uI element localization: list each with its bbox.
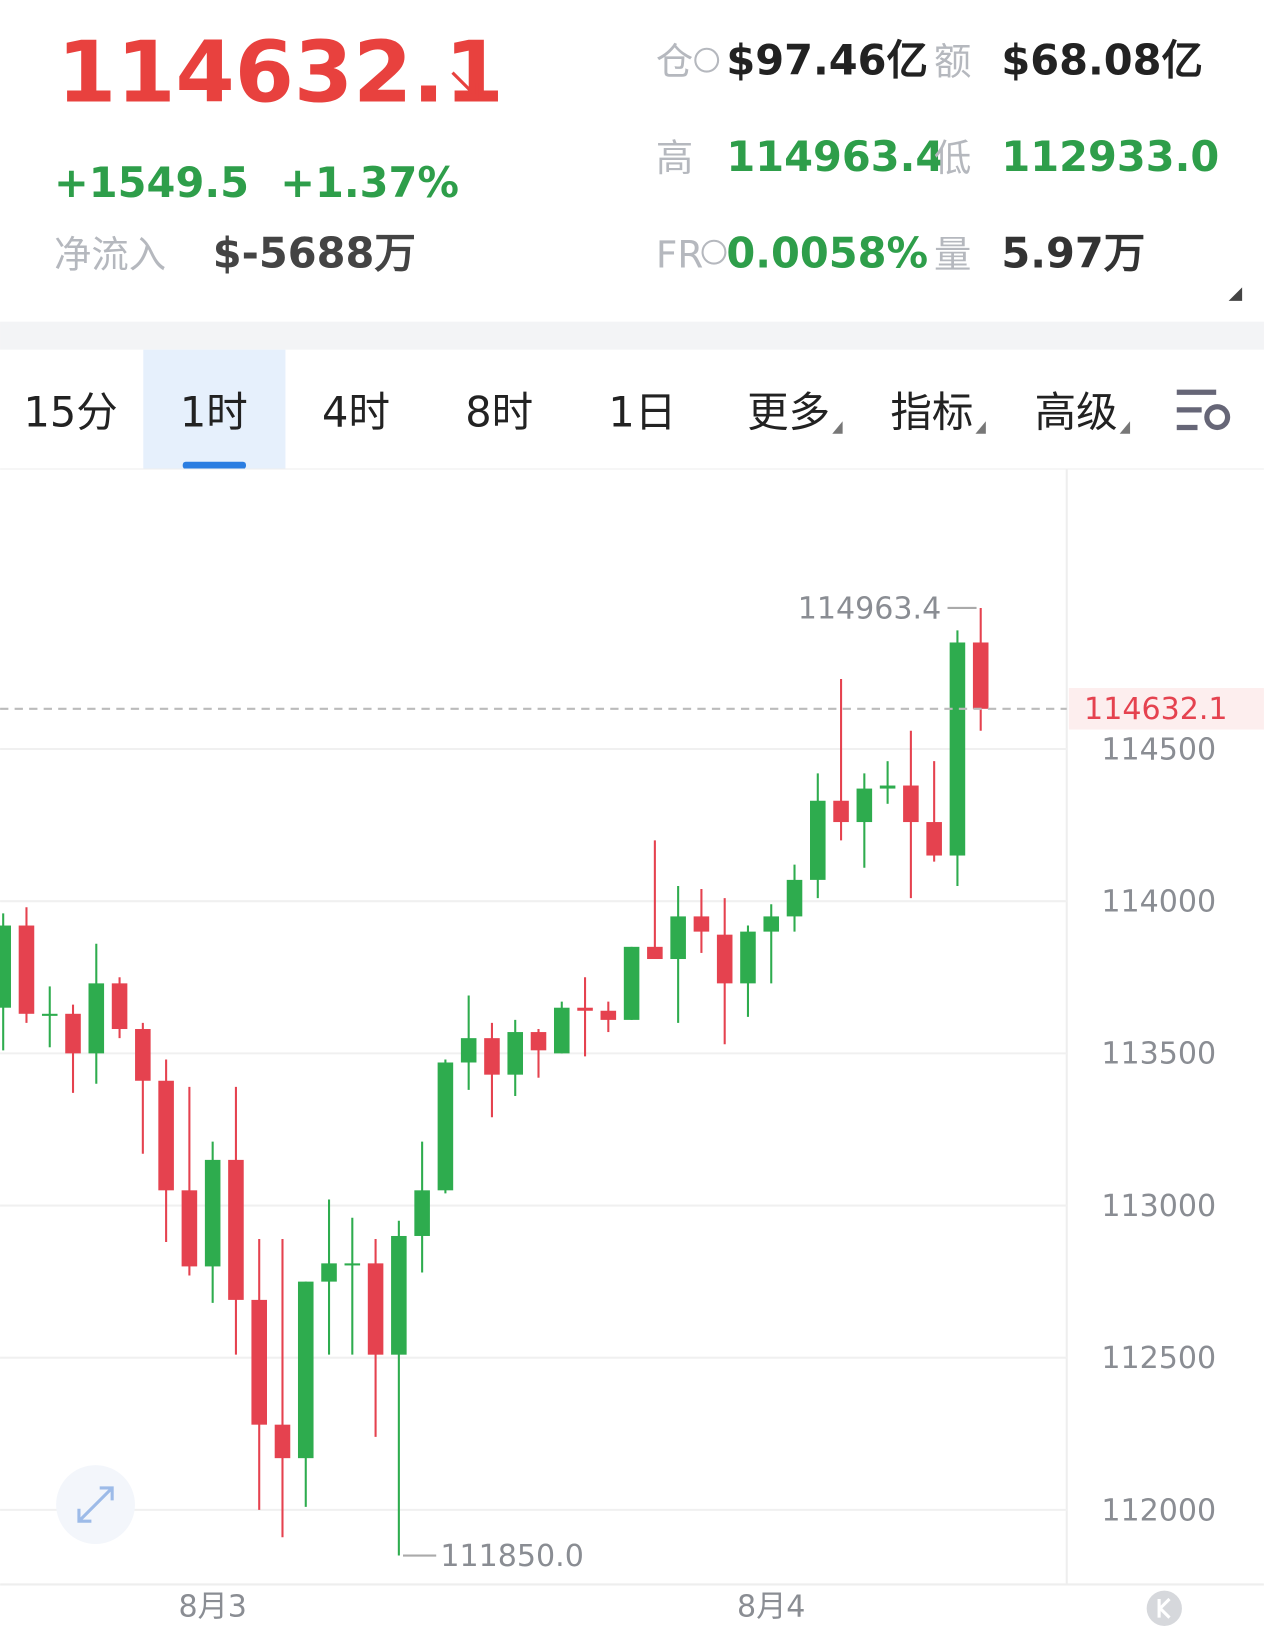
change: +1549.5: [54, 158, 249, 207]
change-pct: +1.37%: [280, 158, 459, 207]
candle-body: [949, 642, 966, 856]
candle-body: [204, 1159, 221, 1267]
low-label: 111850.0: [440, 1539, 584, 1574]
last-price-label: 114632.1: [1084, 692, 1228, 727]
last-price-tag: [1068, 688, 1264, 730]
active-tab-bg: [143, 349, 286, 470]
dropdown-caret: [975, 421, 986, 434]
active-tab-bar: [182, 461, 247, 470]
stat-value: $97.46亿: [726, 36, 928, 85]
candle-body: [158, 1080, 174, 1191]
candle-body: [763, 916, 780, 932]
stats: 仓 $97.46亿额 $68.08亿高 114963.4低 112933.0 FR 0.00…: [656, 36, 1219, 278]
y-tick-label: 112000: [1101, 1493, 1216, 1528]
candle-body: [903, 785, 919, 823]
stat-value: 112933.0: [1001, 132, 1219, 181]
candle-body: [484, 1038, 500, 1075]
down-arrow: [451, 71, 479, 100]
candle-body: [321, 1263, 337, 1282]
stat-label: 额: [934, 40, 971, 84]
candle-body: [251, 1299, 267, 1425]
x-tick-label: 8月4: [737, 1590, 805, 1625]
y-tick-label: 113500: [1101, 1037, 1216, 1072]
candle-body: [88, 983, 105, 1054]
candle-body: [670, 916, 686, 960]
stat-label: 低: [934, 136, 971, 180]
candle-body: [0, 925, 11, 1008]
tabs: 15分 1时 4时 8时 1日 更多 指标 高级: [23, 387, 1131, 436]
candle-body: [135, 1029, 151, 1081]
expand-corner[interactable]: [1228, 287, 1243, 301]
help-icon[interactable]: [701, 239, 727, 265]
candle-body: [833, 800, 849, 823]
dropdown-caret: [832, 421, 843, 434]
candle-body: [297, 1281, 314, 1459]
tab[interactable]: 高级: [1035, 387, 1118, 436]
candle-body: [810, 800, 826, 880]
k-icon: [1157, 1597, 1171, 1619]
candle-body: [111, 983, 128, 1030]
high-label: 114963.4: [798, 591, 942, 626]
candle-body: [879, 785, 896, 789]
candle-body: [856, 788, 873, 823]
candle-body: [600, 1010, 617, 1020]
candle-body: [553, 1007, 570, 1054]
y-tick-label: 114500: [1101, 732, 1216, 767]
candle-body: [460, 1038, 477, 1063]
x-tick-label: 8月3: [178, 1590, 246, 1625]
stat-label: FR: [656, 233, 703, 277]
tab[interactable]: 更多: [747, 387, 830, 436]
separator: [0, 321, 1264, 350]
candle-body: [437, 1062, 454, 1191]
tab[interactable]: 1日: [608, 387, 676, 436]
candle-body: [577, 1007, 593, 1011]
y-tick-label: 114000: [1101, 885, 1216, 920]
candle-body: [972, 642, 989, 709]
net-inflow: $-5688万: [213, 229, 416, 278]
y-tick-label: 113000: [1101, 1189, 1216, 1224]
fullscreen-icon: [77, 1486, 114, 1523]
candle-body: [18, 925, 35, 1014]
candle-body: [274, 1424, 291, 1459]
candle-body: [367, 1263, 384, 1355]
tab[interactable]: 4时: [322, 387, 390, 436]
stat-value: 114963.4: [726, 132, 944, 181]
candle-body: [391, 1235, 407, 1355]
net-inflow-label: 净流入: [54, 233, 166, 277]
y-tick-label: 112500: [1101, 1341, 1216, 1376]
candle-body: [181, 1190, 198, 1267]
candle-body: [530, 1032, 547, 1051]
price: 114632.1: [57, 24, 504, 123]
candle-body: [647, 946, 663, 960]
candle-body: [41, 1013, 58, 1016]
candle-body: [344, 1263, 361, 1266]
candle-body: [623, 946, 640, 1020]
candle-body: [693, 916, 710, 932]
stat-value: $68.08亿: [1001, 36, 1203, 85]
stat-label: 仓: [656, 40, 693, 84]
tab[interactable]: 指标: [890, 387, 973, 436]
stat-label: 高: [656, 136, 693, 180]
tab[interactable]: 15分: [23, 387, 117, 436]
tab[interactable]: 8时: [465, 387, 533, 436]
candle-body: [740, 931, 756, 984]
chart: 112000 112500 113000 113500 114000 114500 8月3 8…: [0, 591, 1264, 1625]
candle-body: [414, 1190, 430, 1236]
help-icon[interactable]: [694, 47, 720, 73]
candle-body: [228, 1159, 244, 1300]
stat-label: 量: [934, 233, 971, 277]
k-button[interactable]: [1146, 1590, 1182, 1626]
candle-body: [716, 934, 733, 984]
settings-icon[interactable]: [1176, 389, 1231, 431]
stat-value: 0.0058%: [726, 229, 928, 278]
candle-body: [65, 1013, 81, 1054]
tab[interactable]: 1时: [180, 387, 248, 436]
candle-body: [507, 1032, 524, 1075]
candle-body: [786, 879, 803, 917]
candle-body: [926, 822, 942, 856]
stat-value: 5.97万: [1001, 229, 1145, 278]
dropdown-caret: [1119, 421, 1131, 434]
